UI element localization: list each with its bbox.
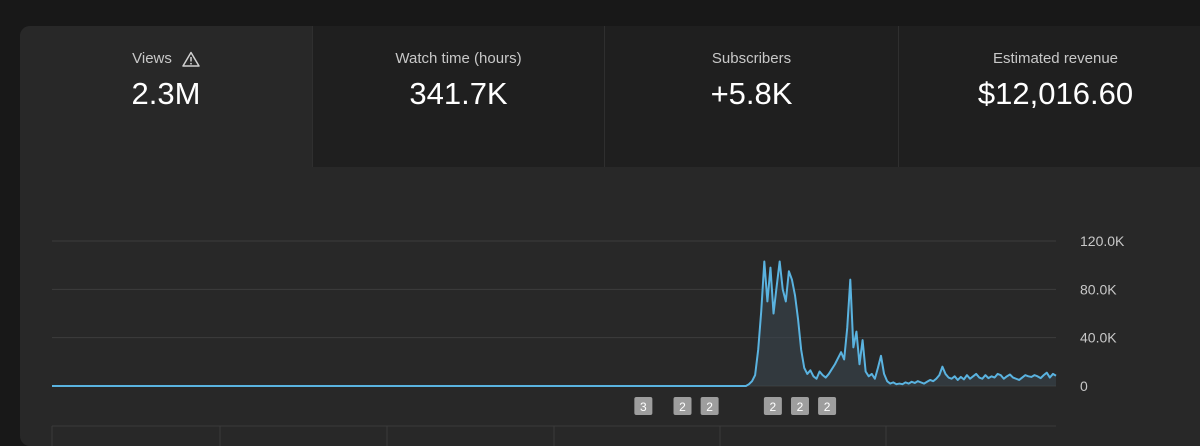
y-tick-label: 80.0K xyxy=(1080,281,1117,297)
annotation-marker xyxy=(673,397,692,415)
y-tick-label: 40.0K xyxy=(1080,330,1117,346)
metric-value: +5.8K xyxy=(710,76,793,111)
analytics-card: Views 2.3M Watch time (hours) 341.7K Sub… xyxy=(20,26,1200,446)
metric-value: 2.3M xyxy=(131,76,201,111)
annotation-marker xyxy=(790,397,809,415)
series-area xyxy=(52,261,1056,386)
annotation-marker-label: 2 xyxy=(797,400,804,414)
metric-tab-watch-time[interactable]: Watch time (hours) 341.7K xyxy=(312,26,604,167)
annotation-marker xyxy=(818,397,837,415)
y-tick-label: 120.0K xyxy=(1080,233,1125,249)
y-tick-label: 0 xyxy=(1080,378,1088,394)
annotation-marker-label: 3 xyxy=(640,400,647,414)
annotation-marker xyxy=(700,397,719,415)
metric-tabs: Views 2.3M Watch time (hours) 341.7K Sub… xyxy=(20,26,1200,167)
annotation-marker xyxy=(763,397,782,415)
metric-label: Watch time (hours) xyxy=(395,50,522,67)
metric-label: Subscribers xyxy=(711,50,792,67)
annotation-marker-label: 2 xyxy=(770,400,777,414)
warning-triangle-icon[interactable] xyxy=(182,51,200,67)
metric-tab-estimated-revenue[interactable]: Estimated revenue $12,016.60 xyxy=(898,26,1200,167)
views-chart[interactable]: 120.0K 80.0K 40.0K 0 3 2 2 2 2 2 xyxy=(20,167,1200,446)
annotation-marker-label: 2 xyxy=(706,400,713,414)
metric-value: $12,016.60 xyxy=(977,76,1134,111)
annotation-marker-label: 2 xyxy=(824,400,831,414)
metric-value: 341.7K xyxy=(409,76,508,111)
annotation-marker-label: 2 xyxy=(679,400,686,414)
metric-label: Estimated revenue xyxy=(992,50,1119,67)
views-chart-svg: 120.0K 80.0K 40.0K 0 3 2 2 2 2 2 xyxy=(51,233,1125,446)
metric-label: Views xyxy=(132,50,172,67)
metric-tab-subscribers[interactable]: Subscribers +5.8K xyxy=(604,26,898,167)
metric-tab-views[interactable]: Views 2.3M xyxy=(20,26,312,167)
series-line xyxy=(52,260,1057,387)
annotation-marker xyxy=(634,397,653,415)
